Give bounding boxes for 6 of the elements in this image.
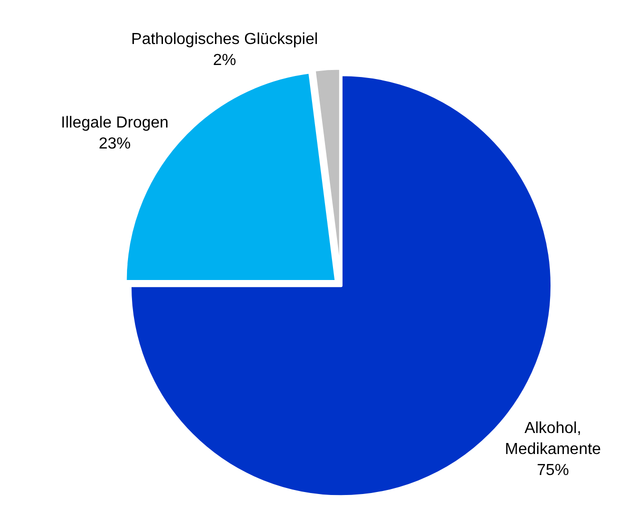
data-label: 23%	[98, 136, 131, 153]
slice-label: Pathologisches Glückspiel	[131, 31, 318, 48]
slice-label: Illegale Drogen	[60, 114, 169, 132]
slice-label: Alkohol, Medikamente	[504, 420, 602, 458]
data-label: 75%	[536, 462, 569, 479]
data-label: 2%	[212, 52, 236, 69]
